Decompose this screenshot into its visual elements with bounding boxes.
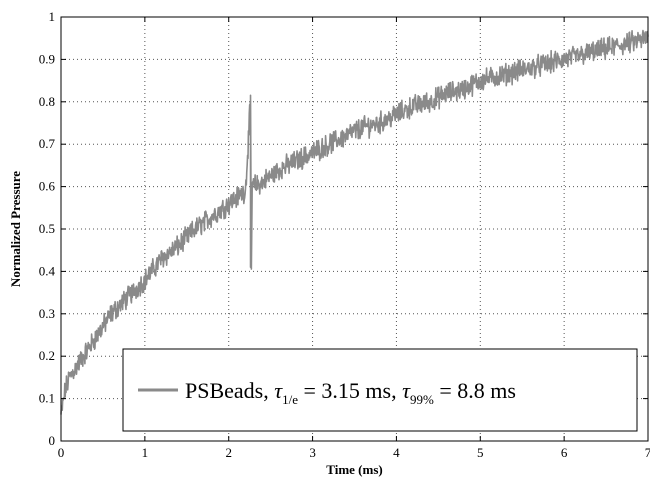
y-tick-label: 0.3 — [39, 306, 55, 321]
x-tick-label: 3 — [309, 445, 316, 460]
x-tick-label: 6 — [561, 445, 568, 460]
y-tick-label: 0.4 — [39, 263, 56, 278]
legend-label-psbeads: PSBeads, τ1/e = 3.15 ms, τ99% = 8.8 ms — [185, 378, 516, 407]
x-tick-label: 4 — [393, 445, 400, 460]
grid — [61, 17, 648, 441]
y-axis-label: Normalized Pressure — [8, 171, 23, 287]
legend-box — [122, 348, 638, 432]
y-tick-label: 0 — [49, 433, 56, 448]
y-tick-label: 0.8 — [39, 94, 55, 109]
legend-tau-99-symbol: τ — [402, 378, 411, 403]
y-tick-label: 0.6 — [39, 179, 56, 194]
legend-tau-1e-value: = 3.15 ms, — [298, 378, 402, 403]
y-tick-label: 0.9 — [39, 51, 55, 66]
x-tick-label: 2 — [225, 445, 232, 460]
legend-tau-99-value: = 8.8 ms — [434, 378, 516, 403]
y-tick-label: 0.2 — [39, 348, 55, 363]
y-tick-label: 0.1 — [39, 391, 55, 406]
axis-ticks: 0 1 2 3 4 5 6 7 0 0.1 0.2 0.3 0.4 0.5 0.6 0.7 0.8 0.9 1 — [39, 9, 650, 460]
x-axis-label: Time (ms) — [326, 462, 382, 477]
y-tick-label: 0.7 — [39, 136, 56, 151]
x-tick-label: 1 — [142, 445, 149, 460]
legend-tau-1e-symbol: τ — [274, 378, 283, 403]
series-line-psbeads — [60, 29, 649, 415]
y-tick-label: 0.5 — [39, 221, 55, 236]
x-tick-label: 7 — [645, 445, 650, 460]
y-tick-label: 1 — [49, 9, 56, 24]
x-tick-label: 5 — [477, 445, 484, 460]
legend: PSBeads, τ1/e = 3.15 ms, τ99% = 8.8 ms — [122, 348, 638, 432]
legend-series-name: PSBeads, — [185, 378, 274, 403]
legend-tau-1e-subscript: 1/e — [282, 392, 298, 407]
legend-tau-99-subscript: 99% — [410, 392, 434, 407]
plot-area — [60, 29, 649, 415]
x-tick-label: 0 — [58, 445, 65, 460]
